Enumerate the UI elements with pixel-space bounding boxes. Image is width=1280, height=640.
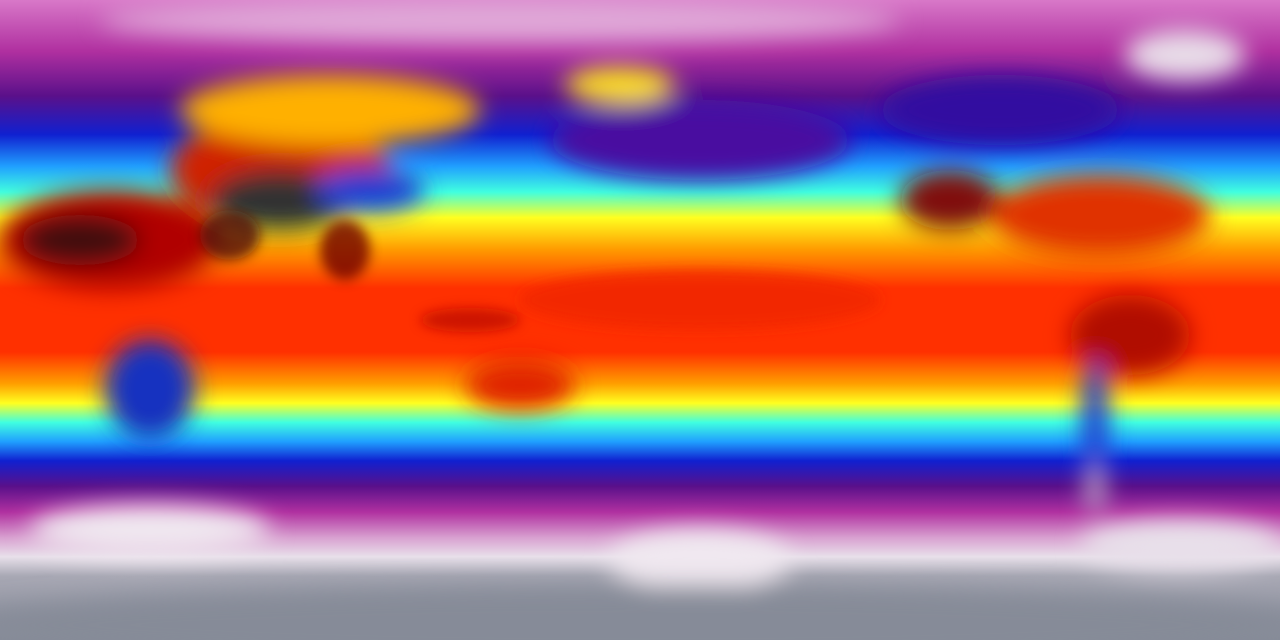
australia — [465, 360, 575, 410]
north-pacific — [550, 100, 850, 180]
equatorial-hotspot — [520, 270, 880, 330]
north-america-west — [900, 170, 1000, 230]
arctic-haze — [100, 0, 900, 42]
north-america-east — [990, 175, 1210, 255]
southern-ocean-white-1 — [30, 505, 270, 555]
sahara-core — [20, 215, 140, 265]
indonesia — [420, 308, 520, 332]
northeast-siberia — [565, 67, 675, 103]
southern-ocean-white-3 — [1080, 520, 1280, 570]
arabia — [200, 210, 260, 260]
andes — [1081, 360, 1109, 480]
antarctica — [0, 585, 1280, 640]
canada — [880, 75, 1120, 145]
greenland — [1125, 30, 1245, 80]
southern-ocean-white-2 — [610, 530, 790, 590]
india — [320, 220, 370, 280]
amazon — [1070, 295, 1190, 375]
detail-streaks — [200, 210, 880, 332]
africa-south — [105, 340, 195, 440]
patagonia — [1085, 465, 1105, 515]
tibet — [315, 168, 425, 212]
siberia — [180, 75, 480, 145]
